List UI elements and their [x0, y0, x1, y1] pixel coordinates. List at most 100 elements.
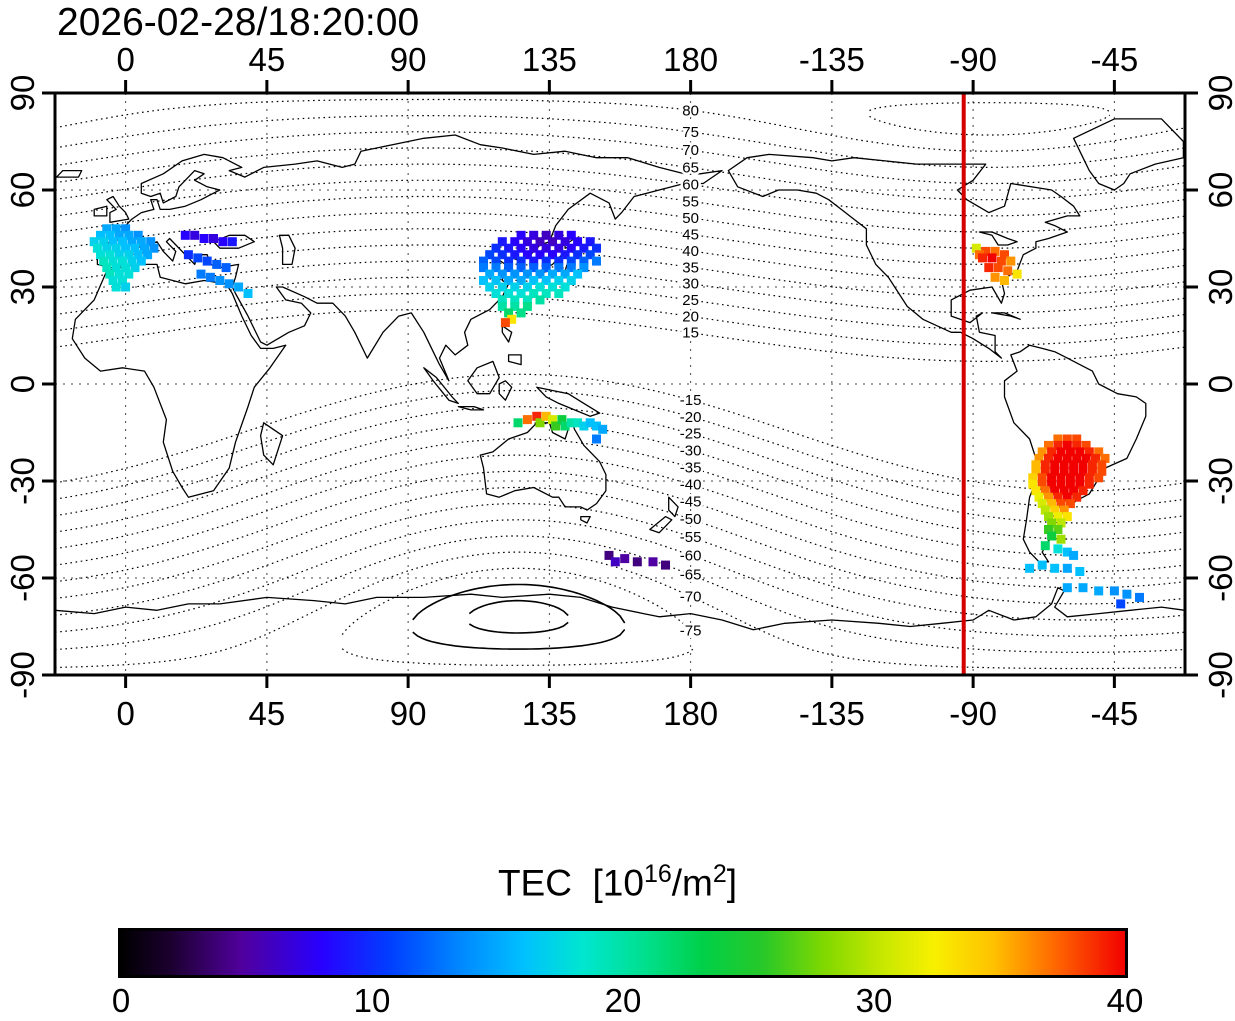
tec-point [1000, 276, 1009, 285]
tec-point [1050, 486, 1060, 496]
tec-point [548, 237, 557, 247]
contour-label: 80 [682, 102, 699, 119]
tec-point [990, 246, 1000, 256]
tec-point [1072, 434, 1082, 444]
tec-point [1097, 460, 1107, 470]
top-axis-label: 135 [522, 41, 577, 78]
tec-point [1069, 460, 1079, 470]
tec-point [535, 237, 545, 247]
tec-point [1031, 466, 1041, 476]
colorbar-tick-label: 10 [353, 982, 391, 1019]
tec-point [111, 282, 121, 292]
tec-point [504, 243, 514, 253]
tec-point [529, 256, 539, 266]
contour-label: -50 [680, 511, 702, 528]
tec-point [209, 234, 218, 243]
left-axis-label: -30 [4, 457, 41, 505]
tec-point [146, 237, 156, 247]
tec-point [1040, 541, 1050, 551]
tec-point [592, 243, 601, 253]
tec-point [579, 243, 589, 253]
maglat-contour--85 [468, 599, 569, 617]
tec-point [114, 250, 124, 260]
tec-point [1000, 250, 1009, 260]
maglat-contour--65 [54, 535, 1186, 653]
tec-point [541, 411, 551, 421]
tec-point [136, 237, 146, 247]
tec-point [1087, 460, 1097, 470]
maglat-contour-20 [54, 292, 1186, 346]
maglat-contour--80 [412, 583, 626, 624]
right-axis-label: 0 [1202, 375, 1235, 393]
tec-point [592, 421, 601, 431]
contour-label: 25 [682, 292, 699, 309]
tec-point [560, 421, 570, 431]
tec-point [984, 263, 994, 273]
maglat-contour-70 [54, 131, 1186, 185]
tec-point [96, 250, 105, 260]
tec-point [1059, 466, 1069, 476]
tec-point [497, 237, 507, 247]
contour-label: 20 [682, 308, 699, 325]
tec-point [541, 276, 551, 285]
tec-point [500, 318, 510, 328]
right-axis-label: 60 [1202, 172, 1235, 209]
tec-point [108, 237, 118, 247]
tec-point [1031, 460, 1041, 470]
coastline-ireland [93, 205, 108, 217]
tec-point [190, 230, 200, 240]
tec-point [479, 263, 488, 273]
coastline-new-guinea [536, 386, 601, 417]
contour-label: 50 [682, 210, 699, 227]
tec-point [513, 418, 523, 428]
tec-point [121, 224, 131, 234]
maglat-contour--80 [412, 628, 626, 650]
tec-point [516, 276, 526, 285]
tec-point [566, 256, 576, 266]
tec-point [1044, 512, 1053, 522]
tec-point [554, 289, 564, 298]
right-axis-label: 90 [1202, 75, 1235, 112]
tec-point [971, 243, 981, 253]
bottom-axis-label: -90 [949, 695, 997, 732]
tec-point [1053, 492, 1063, 502]
tec-point [504, 289, 514, 298]
tec-point [522, 415, 532, 425]
tec-point [202, 256, 212, 266]
tec-point [1037, 447, 1047, 457]
coastline-new-zealand-south [649, 515, 673, 534]
tec-point [102, 263, 112, 273]
tec-point [111, 224, 121, 234]
tec-point [491, 243, 501, 253]
tec-point [585, 418, 595, 428]
tec-point [516, 289, 526, 298]
tec-point [1065, 447, 1075, 457]
maglat-contour-85 [869, 102, 1110, 113]
coastline-antarctica [54, 587, 1186, 631]
top-axis-label: -90 [949, 41, 997, 78]
contour-label: -65 [680, 567, 702, 584]
tec-point [1040, 505, 1050, 515]
tec-point [121, 282, 131, 292]
tec-point [1069, 550, 1079, 560]
tec-point [1084, 479, 1094, 489]
contour-label: -15 [680, 392, 702, 409]
maglat-contour-85 [869, 114, 1111, 136]
tec-point [987, 253, 997, 263]
tec-point [1053, 453, 1063, 463]
tec-point [105, 269, 115, 279]
tec-point [99, 256, 109, 266]
tec-point [479, 256, 488, 266]
tec-point [215, 276, 225, 285]
tec-point [620, 554, 630, 564]
tec-point [516, 263, 526, 273]
tec-point [522, 301, 532, 311]
coastline-sumatra [423, 367, 459, 405]
coastline-borneo [467, 360, 500, 395]
tec-point [573, 269, 583, 279]
coastline-great-lakes [978, 231, 1018, 246]
tec-point [510, 295, 520, 305]
tec-point [1028, 479, 1038, 489]
tec-point [89, 237, 99, 247]
